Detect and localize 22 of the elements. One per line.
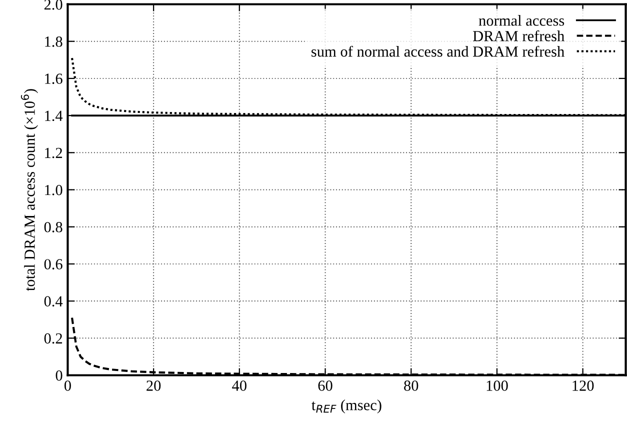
legend-label: DRAM refresh <box>473 30 564 42</box>
y-tick-label: 1.6 <box>45 74 62 84</box>
y-tick-label: 1.2 <box>45 148 62 158</box>
legend-label: normal access <box>478 15 564 26</box>
legend-label: sum of normal access and DRAM refresh <box>312 46 564 57</box>
x-tick-label: 20 <box>146 380 161 391</box>
x-axis-title: t$_{REF}$ (msec) <box>312 400 382 414</box>
x-tick-label: 0 <box>64 380 71 391</box>
y-tick-label: 1.8 <box>45 36 62 47</box>
y-tick-label: 0.2 <box>44 333 62 344</box>
x-tick-label: 100 <box>486 380 508 391</box>
y-tick-label: 0.8 <box>44 222 62 232</box>
y-tick-label: 0.4 <box>44 296 63 307</box>
x-tick-label: 60 <box>318 380 332 391</box>
x-tick-label: 120 <box>572 380 594 391</box>
y-tick-label: 0 <box>56 370 62 381</box>
x-tick-label: 40 <box>232 380 246 391</box>
y-tick-label: 1.0 <box>45 184 62 196</box>
y-axis-title: total DRAM access count (×10$^{6}$) <box>20 89 38 291</box>
x-tick-label: 80 <box>404 380 418 391</box>
y-tick-label: 0.6 <box>44 259 62 270</box>
y-tick-label: 1.4 <box>45 110 63 122</box>
